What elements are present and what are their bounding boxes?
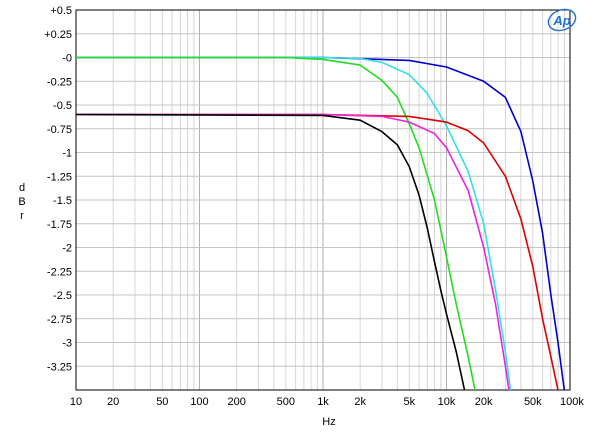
x-tick-label: 500 [277,396,295,408]
x-tick-label: 20k [475,396,493,408]
y-tick-labels: +0.5 +0.25 -0 -0.25 -0.5 -0.75 -1 -1.25 -1.5 -1.7… [44,5,72,373]
x-tick-label: 50 [156,396,168,408]
ap-logo: Ap [547,8,577,32]
x-tick-label: 10k [438,396,456,408]
y-tick-label: -1.25 [47,171,72,183]
series-line-3 [76,56,476,391]
y-tick-label: -0.25 [47,76,72,88]
x-axis-title: Hz [322,416,335,428]
x-tick-label: 100 [190,396,208,408]
x-tick-label: 10 [70,396,82,408]
x-tick-label: 1k [317,396,329,408]
x-tick-label: 100k [560,396,584,408]
y-tick-label: -1.75 [47,219,72,231]
y-tick-label: -2.25 [47,266,72,278]
series-line-6 [75,113,466,391]
y-axis-title-letter-2: B [18,196,25,208]
y-tick-label: +0.5 [50,5,72,17]
y-tick-label: -2.5 [53,290,72,302]
y-tick-label: -1 [62,148,72,160]
series-line-4 [76,113,559,391]
series-line-2 [76,56,512,391]
ap-logo-text: Ap [552,13,570,28]
y-axis-title: d B r [18,182,25,222]
series-line-5 [76,113,510,391]
y-axis-title-letter-1: d [19,182,25,194]
plot-frame [75,9,571,391]
y-axis-title-letter-3: r [20,210,24,222]
series-layer [75,56,566,391]
y-tick-label: -0.5 [53,100,72,112]
y-tick-label: -3.25 [47,361,72,373]
x-tick-label: 2k [354,396,366,408]
x-tick-labels: 10 20 50 100 200 500 1k 2k 5k 10k 20k 50k 100k [70,396,584,408]
x-tick-label: 20 [107,396,119,408]
y-tick-label: -0 [62,53,72,65]
x-tick-label: 200 [227,396,245,408]
y-tick-label: -3 [62,338,72,350]
y-tick-label: -1.5 [53,195,72,207]
y-tick-label: +0.25 [44,29,72,41]
x-tick-label: 50k [524,396,542,408]
series-line-1 [76,56,566,391]
y-tick-label: -0.75 [47,124,72,136]
y-tick-label: -2 [62,243,72,255]
y-tick-label: -2.75 [47,314,72,326]
x-tick-label: 5k [404,396,416,408]
